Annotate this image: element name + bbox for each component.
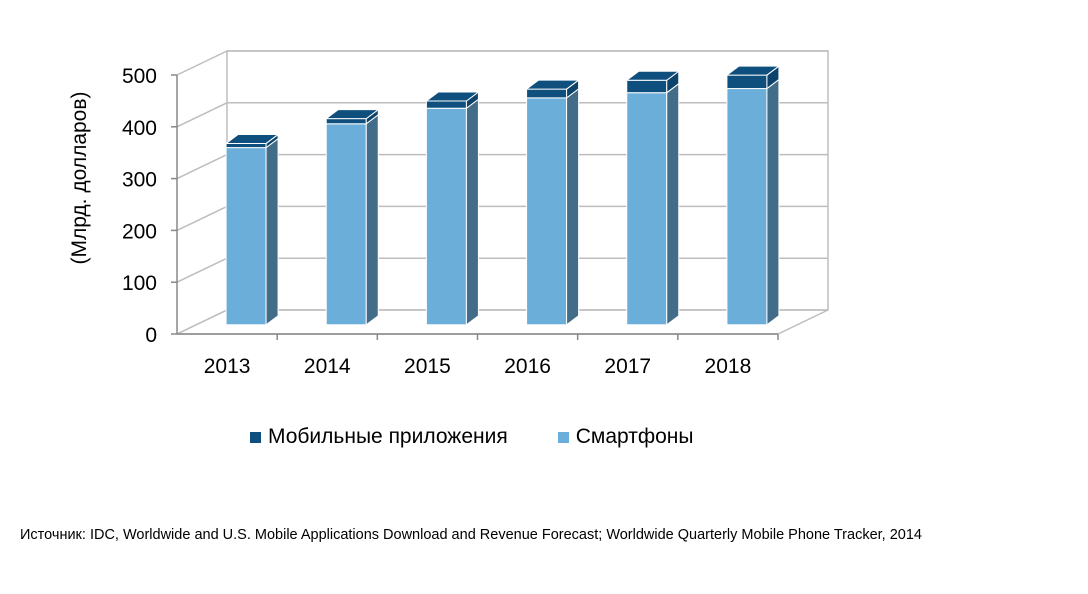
bar-apps — [225, 142, 267, 149]
bar-top — [725, 65, 781, 76]
x-tick-label: 2014 — [304, 355, 351, 378]
bar-smartphones — [425, 107, 467, 326]
x-tick-label: 2015 — [404, 355, 451, 378]
bar-apps — [626, 79, 668, 94]
x-tick-label: 2013 — [204, 355, 251, 378]
legend-swatch-apps — [250, 431, 261, 443]
x-tick-label: 2018 — [705, 355, 752, 378]
bar-side-smartphones — [766, 78, 780, 326]
side-gridline — [176, 102, 228, 128]
bar-smartphones — [225, 147, 267, 326]
bar-apps — [325, 118, 367, 125]
bar-chart: 0 100 200 300 400 500 (Млрд. долларов) 2013 2014… — [68, 50, 829, 378]
bar-apps — [726, 74, 768, 90]
y-tick-label: 500 — [122, 65, 157, 88]
bar-smartphones — [526, 97, 568, 326]
y-tick-label: 100 — [122, 272, 157, 295]
bar-top — [224, 133, 280, 144]
legend-label-smartphones: Смартфоны — [575, 425, 694, 448]
legend-item-smartphones: Смартфоны — [557, 425, 694, 449]
x-tick-label: 2016 — [504, 355, 551, 378]
legend-item-apps: Мобильные приложения — [250, 425, 508, 449]
legend-label-apps: Мобильные приложения — [268, 425, 508, 448]
bar-top — [424, 91, 480, 102]
bar-smartphones — [726, 88, 768, 326]
y-axis-title: (Млрд. долларов) — [68, 91, 91, 264]
bar-side-smartphones — [365, 113, 379, 326]
y-tick-label: 200 — [122, 220, 157, 243]
side-gridline — [176, 257, 228, 283]
y-tick-label: 300 — [122, 169, 157, 192]
bar-side-smartphones — [465, 98, 479, 326]
y-tick-label: 0 — [145, 324, 157, 347]
bar-top — [625, 70, 681, 81]
legend-swatch-smartphones — [557, 431, 569, 443]
bar-side-smartphones — [265, 137, 279, 326]
bar-smartphones — [325, 123, 367, 326]
bar-apps — [425, 100, 467, 109]
x-tick-label: 2017 — [604, 355, 651, 378]
bar-side-smartphones — [666, 82, 680, 326]
bar-top — [525, 79, 581, 90]
bar-apps — [526, 88, 568, 99]
side-gridline — [176, 205, 228, 232]
legend: Мобильные приложения Смартфоны — [250, 425, 744, 449]
bar-side-smartphones — [566, 87, 580, 326]
y-tick-label: 400 — [122, 117, 157, 140]
side-gridline — [176, 153, 228, 180]
bar-top — [324, 109, 380, 120]
side-gridline — [176, 50, 228, 76]
source-note: Источник: IDC, Worldwide and U.S. Mobile… — [20, 527, 922, 543]
bar-smartphones — [626, 92, 668, 326]
